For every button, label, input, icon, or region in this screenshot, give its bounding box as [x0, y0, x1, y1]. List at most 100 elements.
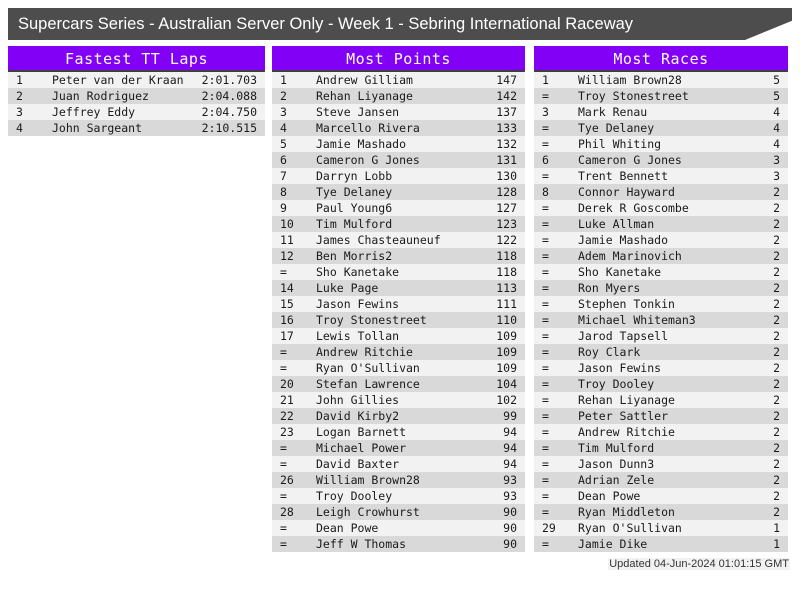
row-value: 2 — [773, 281, 780, 295]
row-driver-name: William Brown28 — [578, 73, 682, 87]
row-position: = — [542, 473, 549, 487]
table-row: = Jason Fewins 2 — [534, 360, 788, 376]
row-driver-name: Jason Fewins — [578, 361, 662, 375]
table-row: 16 Troy Stonestreet 110 — [272, 312, 525, 328]
row-position: 28 — [280, 505, 294, 519]
table-row: = Luke Allman 2 — [534, 216, 788, 232]
row-value: 2 — [773, 473, 780, 487]
row-position: 17 — [280, 329, 294, 343]
row-position: = — [542, 249, 549, 263]
row-position: 15 — [280, 297, 294, 311]
updated-timestamp: Updated 04-Jun-2024 01:01:15 GMT — [608, 558, 790, 570]
row-position: 3 — [16, 105, 23, 119]
row-driver-name: David Baxter — [316, 457, 400, 471]
table-row: = Jamie Mashado 2 — [534, 232, 788, 248]
row-value: 2 — [773, 409, 780, 423]
row-position: 4 — [16, 121, 23, 135]
row-driver-name: Jason Dunn3 — [578, 457, 655, 471]
row-value: 2 — [773, 297, 780, 311]
row-driver-name: Andrew Ritchie — [578, 425, 675, 439]
row-position: 3 — [280, 105, 287, 119]
table-row: 4 John Sargeant 2:10.515 — [8, 120, 265, 136]
panel-fastest-tt-laps: Fastest TT Laps 1 Peter van der Kraan 2:01… — [8, 46, 265, 136]
row-value: 118 — [496, 265, 517, 279]
table-row: = Ryan Middleton 2 — [534, 504, 788, 520]
row-position: = — [280, 489, 287, 503]
table-row: = Michael Power 94 — [272, 440, 525, 456]
row-position: = — [542, 281, 549, 295]
table-row: = Rehan Liyanage 2 — [534, 392, 788, 408]
table-row: = Ryan O'Sullivan 109 — [272, 360, 525, 376]
table-row: 10 Tim Mulford 123 — [272, 216, 525, 232]
table-row: 14 Luke Page 113 — [272, 280, 525, 296]
row-driver-name: Michael Whiteman3 — [578, 313, 696, 327]
table-row: 1 Andrew Gilliam 147 — [272, 72, 525, 88]
row-driver-name: Luke Allman — [578, 217, 655, 231]
table-row: 22 David Kirby2 99 — [272, 408, 525, 424]
leaderboard-rows-most-races: 1 William Brown28 5 = Troy Stonestreet 5 3 Mark… — [534, 72, 788, 552]
row-position: 14 — [280, 281, 294, 295]
row-position: = — [542, 329, 549, 343]
row-driver-name: Andrew Ritchie — [316, 345, 413, 359]
row-value: 2 — [773, 425, 780, 439]
row-value: 4 — [773, 121, 780, 135]
row-position: = — [542, 505, 549, 519]
table-row: 21 John Gillies 102 — [272, 392, 525, 408]
row-position: = — [542, 121, 549, 135]
row-driver-name: Rehan Liyanage — [578, 393, 675, 407]
row-position: = — [280, 361, 287, 375]
table-row: 26 William Brown28 93 — [272, 472, 525, 488]
row-value: 5 — [773, 73, 780, 87]
row-driver-name: Ryan Middleton — [578, 505, 675, 519]
row-driver-name: Jamie Mashado — [578, 233, 669, 247]
row-value: 137 — [496, 105, 517, 119]
row-driver-name: James Chasteauneuf — [316, 233, 441, 247]
row-position: = — [280, 345, 287, 359]
row-driver-name: Rehan Liyanage — [316, 89, 413, 103]
row-position: = — [280, 441, 287, 455]
row-position: 22 — [280, 409, 294, 423]
row-position: 2 — [280, 89, 287, 103]
row-driver-name: Derek R Goscombe — [578, 201, 689, 215]
leaderboard-rows-most-points: 1 Andrew Gilliam 147 2 Rehan Liyanage 142 3 Ste… — [272, 72, 525, 552]
row-position: 29 — [542, 521, 556, 535]
table-row: 15 Jason Fewins 111 — [272, 296, 525, 312]
row-position: 10 — [280, 217, 294, 231]
row-value: 90 — [503, 505, 517, 519]
row-value: 2 — [773, 329, 780, 343]
row-position: = — [542, 361, 549, 375]
row-value: 4 — [773, 137, 780, 151]
panel-title-most-points: Most Points — [272, 46, 525, 72]
row-driver-name: Darryn Lobb — [316, 169, 393, 183]
row-driver-name: Logan Barnett — [316, 425, 407, 439]
row-driver-name: Troy Dooley — [578, 377, 655, 391]
table-row: = Sho Kanetake 2 — [534, 264, 788, 280]
row-driver-name: Dean Powe — [316, 521, 379, 535]
row-value: 2:10.515 — [201, 121, 257, 135]
table-row: 6 Cameron G Jones 131 — [272, 152, 525, 168]
table-row: = Jason Dunn3 2 — [534, 456, 788, 472]
table-row: 1 Peter van der Kraan 2:01.703 — [8, 72, 265, 88]
row-driver-name: Tim Mulford — [316, 217, 393, 231]
row-position: = — [542, 489, 549, 503]
row-position: = — [542, 169, 549, 183]
table-row: 1 William Brown28 5 — [534, 72, 788, 88]
row-value: 118 — [496, 249, 517, 263]
panel-title-fastest-tt-laps: Fastest TT Laps — [8, 46, 265, 72]
row-value: 93 — [503, 473, 517, 487]
table-row: = Troy Dooley 2 — [534, 376, 788, 392]
row-driver-name: William Brown28 — [316, 473, 420, 487]
table-row: 17 Lewis Tollan 109 — [272, 328, 525, 344]
row-driver-name: Connor Hayward — [578, 185, 675, 199]
table-row: 2 Juan Rodriguez 2:04.088 — [8, 88, 265, 104]
row-position: = — [280, 265, 287, 279]
row-driver-name: Ron Myers — [578, 281, 641, 295]
row-driver-name: Tim Mulford — [578, 441, 655, 455]
row-value: 90 — [503, 521, 517, 535]
row-value: 133 — [496, 121, 517, 135]
row-value: 2 — [773, 393, 780, 407]
row-value: 2 — [773, 345, 780, 359]
table-row: 3 Mark Renau 4 — [534, 104, 788, 120]
row-driver-name: Stephen Tonkin — [578, 297, 675, 311]
row-driver-name: Luke Page — [316, 281, 379, 295]
